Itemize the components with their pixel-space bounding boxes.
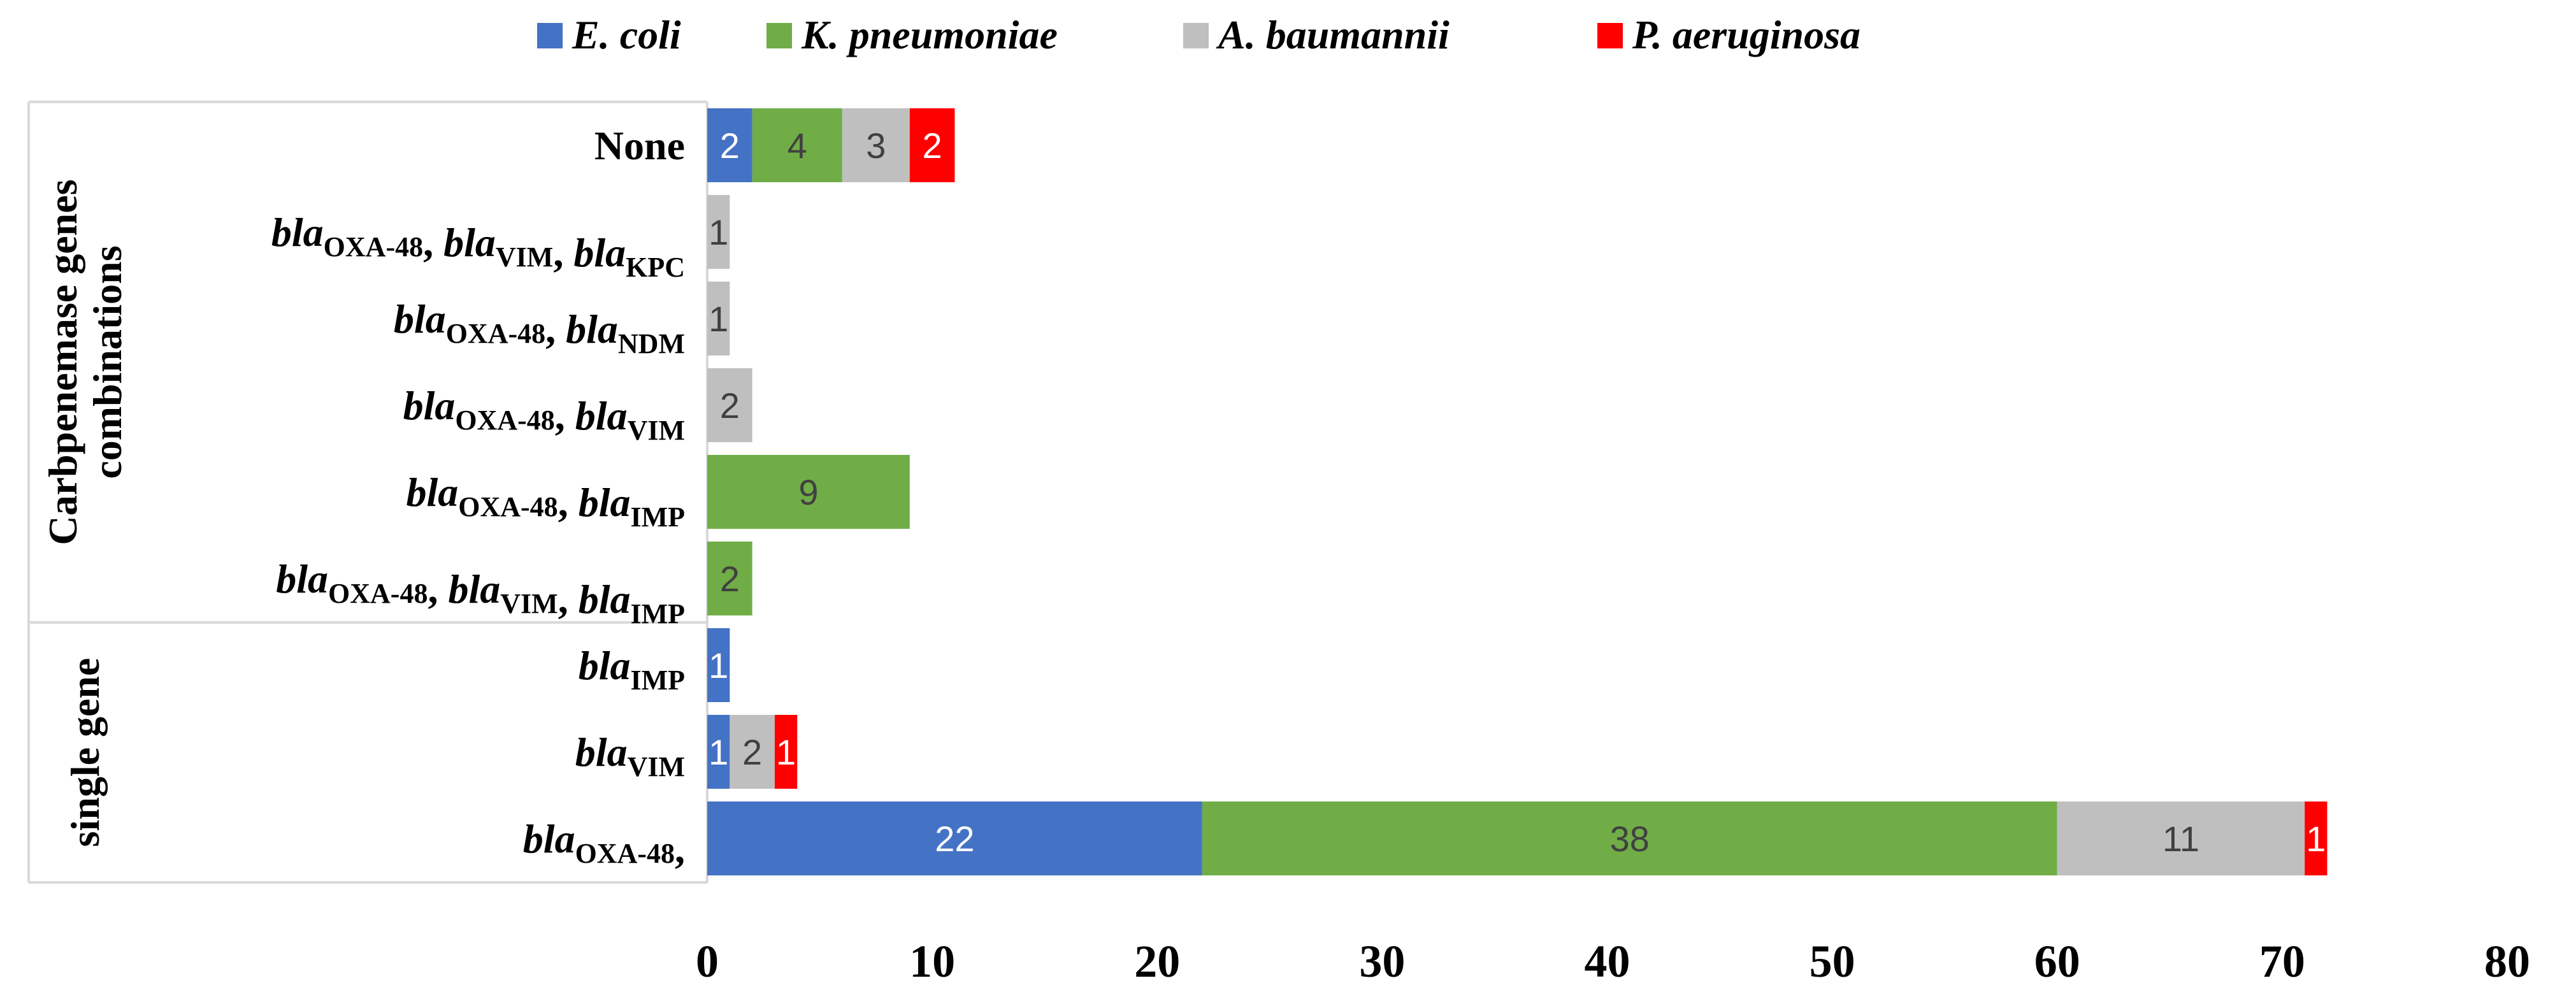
bar-label-5-1: 2 — [720, 559, 740, 599]
bar-0-3 — [909, 108, 955, 182]
legend-swatch-3 — [1597, 23, 1623, 48]
legend-label-1: K. pneumoniae — [801, 12, 1058, 57]
bar-0-2 — [842, 108, 910, 182]
legend: E. coli K. pneumoniae A. baumannii P. aerug… — [537, 12, 1860, 57]
bar-label-6-0: 1 — [709, 645, 728, 686]
category-label-0: None — [594, 123, 685, 168]
bar-4-1 — [707, 455, 910, 529]
bar-7-0 — [707, 715, 730, 789]
legend-label-0: E. coli — [572, 12, 681, 57]
bar-8-0 — [707, 801, 1202, 875]
bar-label-7-0: 1 — [709, 732, 728, 772]
bar-6-0 — [707, 628, 730, 702]
group-label-0-line-0: Carbpenemase genes — [40, 179, 85, 545]
bar-label-8-1: 38 — [1610, 819, 1650, 859]
x-tick-7: 70 — [2259, 936, 2305, 987]
bar-label-3-2: 2 — [720, 385, 740, 426]
bar-3-2 — [707, 368, 752, 442]
bar-5-1 — [707, 542, 752, 615]
x-tick-4: 40 — [1585, 936, 1630, 987]
bar-8-3 — [2305, 801, 2328, 875]
bar-label-1-2: 1 — [709, 212, 728, 252]
bar-1-2 — [707, 195, 730, 269]
category-label-7: blaVIM — [575, 729, 685, 782]
bar-label-0-1: 4 — [788, 126, 807, 166]
legend-swatch-1 — [766, 23, 792, 48]
x-tick-0: 0 — [696, 936, 719, 987]
legend-label-2: A. baumannii — [1216, 12, 1450, 57]
bar-label-2-2: 1 — [709, 299, 728, 339]
x-tick-2: 20 — [1134, 936, 1180, 987]
x-tick-labels: 0 10 20 30 40 50 60 70 80 — [696, 936, 2530, 987]
legend-swatch-2 — [1183, 23, 1209, 48]
category-label-5: blaOXA-48, blaVIM, blaIMP — [276, 556, 685, 629]
bar-8-1 — [1202, 801, 2057, 875]
group-label-1-line-0: single gene — [62, 658, 108, 847]
legend-swatch-0 — [537, 23, 563, 48]
bar-label-0-0: 2 — [720, 126, 740, 166]
bar-label-8-0: 22 — [935, 819, 974, 859]
x-tick-6: 60 — [2034, 936, 2080, 987]
group-label-0-line-1: combinations — [85, 245, 130, 478]
bar-label-4-1: 9 — [798, 472, 818, 512]
group-labels: Carbpenemase genes combinations single gen… — [40, 179, 130, 847]
category-label-2: blaOXA-48, blaNDM — [394, 296, 685, 359]
category-label-3: blaOXA-48, blaVIM — [403, 383, 685, 446]
bar-label-8-2: 11 — [2162, 819, 2199, 859]
bar-8-2 — [2057, 801, 2305, 875]
category-label-6: blaIMP — [579, 643, 685, 696]
legend-label-3: P. aeruginosa — [1632, 12, 1860, 57]
category-label-1: blaOXA-48, blaVIM, blaKPC — [271, 210, 685, 283]
bar-7-3 — [774, 715, 798, 789]
bar-label-8-3: 1 — [2306, 819, 2326, 859]
x-tick-3: 30 — [1359, 936, 1405, 987]
bar-0-0 — [707, 108, 752, 182]
category-label-8: blaOXA-48, — [523, 816, 685, 872]
bar-7-2 — [730, 715, 775, 789]
x-tick-8: 80 — [2484, 936, 2530, 987]
category-labels: None blaOXA-48, blaVIM, blaKPC blaOXA-48, … — [271, 123, 685, 872]
bar-label-7-3: 1 — [776, 732, 796, 772]
bar-2-2 — [707, 282, 730, 356]
category-label-4: blaOXA-48, blaIMP — [406, 470, 685, 533]
bar-label-0-2: 3 — [866, 126, 886, 166]
bar-0-1 — [752, 108, 842, 182]
bar-label-7-2: 2 — [742, 732, 762, 772]
bar-label-0-3: 2 — [923, 126, 942, 166]
x-tick-5: 50 — [1810, 936, 1855, 987]
x-tick-1: 10 — [909, 936, 955, 987]
